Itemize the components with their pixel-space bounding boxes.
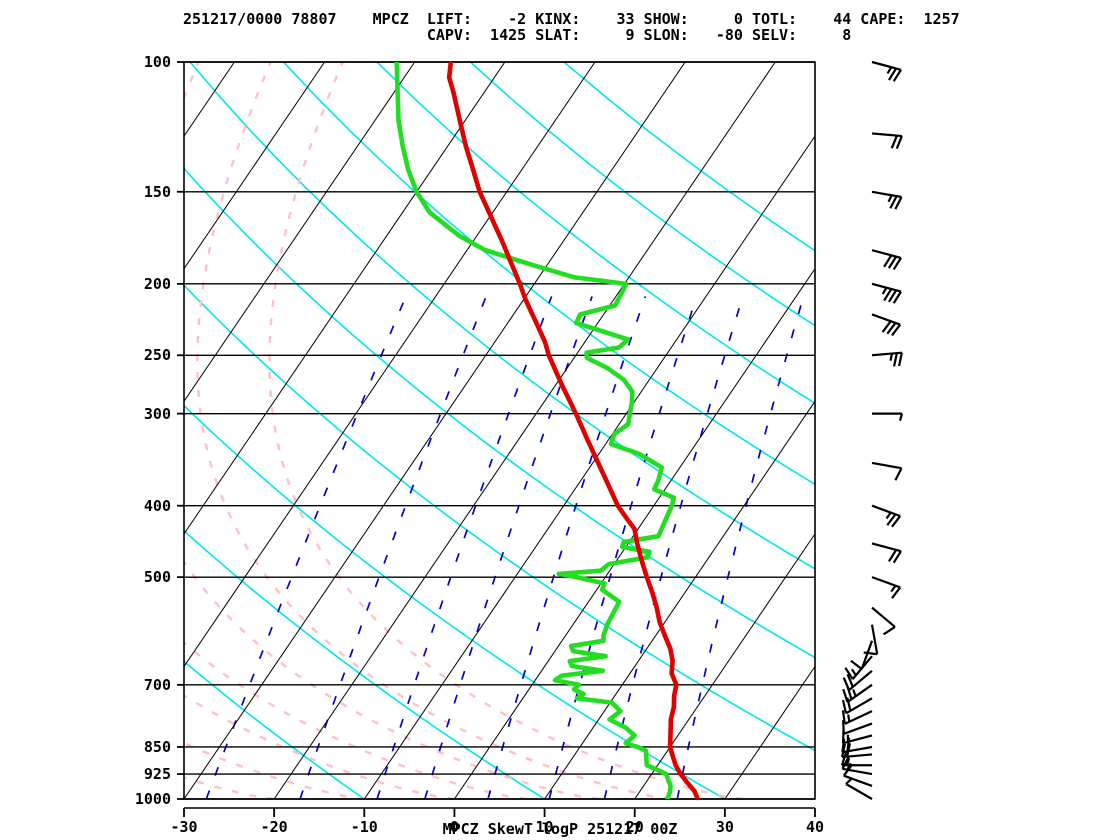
wind-barb xyxy=(872,412,904,421)
moist-adiabat-lines xyxy=(184,62,744,799)
pressure-tick-label: 200 xyxy=(143,274,171,293)
temperature-tick-label: -30 xyxy=(170,818,198,836)
pressure-tick-label: 850 xyxy=(143,737,171,756)
temperature-tick-label: -20 xyxy=(260,818,288,836)
wind-barb xyxy=(871,606,896,636)
wind-barb xyxy=(871,282,902,304)
plot-frame xyxy=(183,61,816,809)
header-line-1: 251217/0000 78807 MPCZ LIFT: -2 KINX: 33… xyxy=(183,10,960,28)
header-line-2: CAPV: 1425 SLAT: 9 SLON: -80 SELV: 8 xyxy=(183,26,852,44)
wind-barb xyxy=(871,504,902,528)
wind-barb xyxy=(871,576,902,599)
wind-barb xyxy=(871,313,902,337)
wind-barb-column xyxy=(840,60,904,800)
wind-barb xyxy=(850,640,874,670)
wind-barb xyxy=(842,669,873,691)
temperature-tick-label: 10 xyxy=(535,818,554,836)
pressure-tick-label: 700 xyxy=(143,675,171,694)
temperature-tick-label: 30 xyxy=(715,818,734,836)
wind-barb xyxy=(871,249,902,271)
dewpoint-curve xyxy=(394,62,677,799)
temperature-curve xyxy=(446,62,701,799)
wind-barb xyxy=(871,542,902,564)
wind-barb xyxy=(845,778,873,800)
wind-barb xyxy=(842,720,873,735)
pressure-tick-label: 300 xyxy=(143,404,171,423)
chart-caption: MPCZ SkewT logP 251217 00Z xyxy=(442,820,678,838)
wind-barb xyxy=(840,751,872,767)
temperature-tick-label: -10 xyxy=(350,818,378,836)
pressure-tick-label: 400 xyxy=(143,496,171,515)
pressure-tick-label: 1000 xyxy=(134,790,171,808)
wind-barb xyxy=(871,132,903,150)
pressure-tick-label: 925 xyxy=(143,765,171,784)
pressure-tick-label: 250 xyxy=(143,346,171,365)
pressure-tick-label: 100 xyxy=(143,53,171,71)
wind-barb xyxy=(871,461,903,481)
wind-barb xyxy=(871,351,903,367)
mixing-ratio-lines xyxy=(205,296,805,799)
pressure-tick-label: 150 xyxy=(143,182,171,201)
wind-barb xyxy=(871,60,902,82)
temperature-tick-label: 20 xyxy=(625,818,644,836)
wind-barb xyxy=(841,710,873,725)
axis-ticks xyxy=(177,61,816,817)
temperature-tick-label: 0 xyxy=(449,818,459,836)
isobar-lines xyxy=(184,61,815,800)
wind-barb xyxy=(871,190,903,210)
wind-barb xyxy=(863,624,879,656)
isotherm-lines xyxy=(184,62,815,799)
temperature-tick-label: 40 xyxy=(805,818,825,836)
pressure-tick-label: 500 xyxy=(143,568,171,587)
